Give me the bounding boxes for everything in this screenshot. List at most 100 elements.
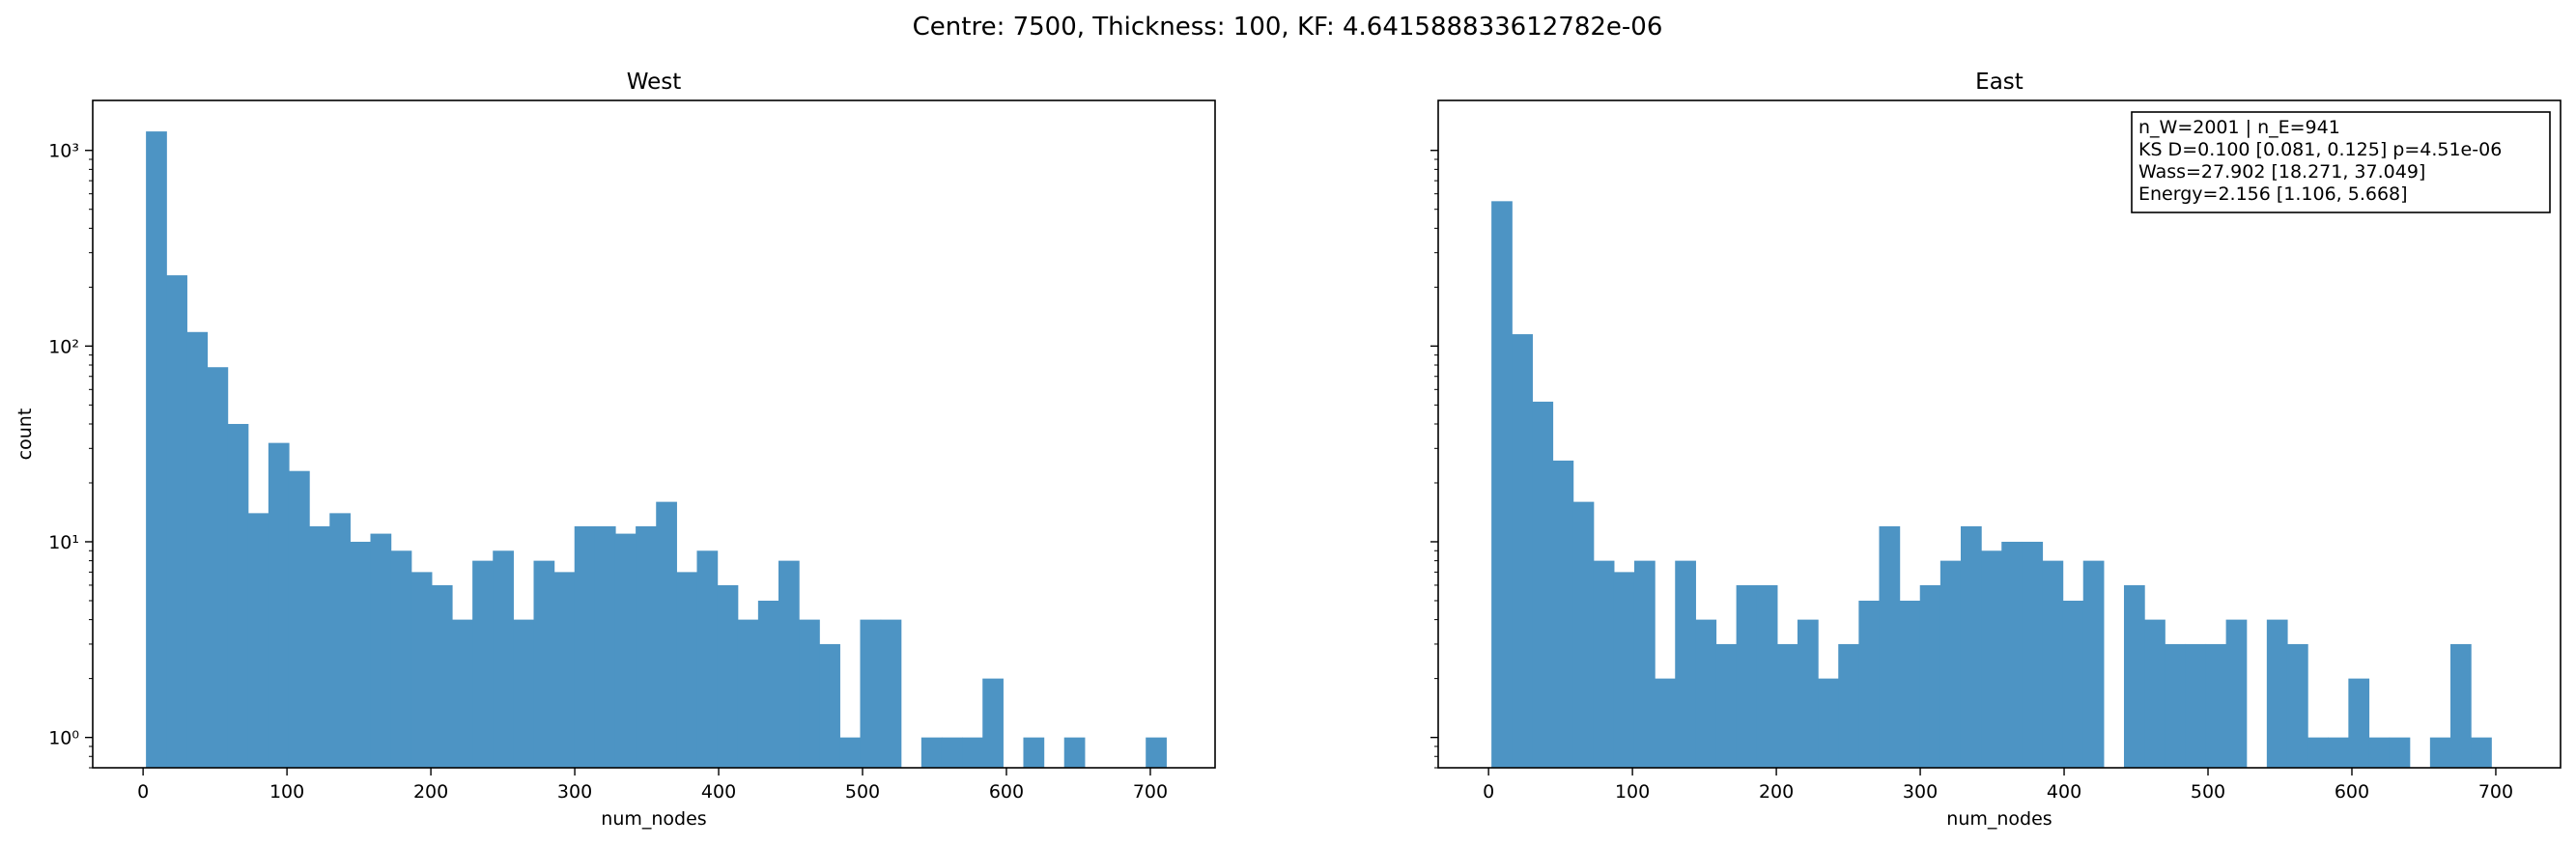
histogram-bar <box>1695 619 1717 768</box>
stats-annotation-box <box>2131 111 2551 213</box>
x-tick-label: 400 <box>701 781 736 803</box>
x-tick-label: 100 <box>1615 781 1650 803</box>
histogram-bar <box>513 619 535 768</box>
figure-title: Centre: 7500, Thickness: 100, KF: 4.6415… <box>913 13 1663 42</box>
histogram-bar <box>493 550 514 768</box>
histogram-bar <box>2266 619 2288 768</box>
histogram-bar <box>410 572 433 768</box>
histogram-bar <box>1512 334 1533 768</box>
histogram-bar <box>1736 584 1758 768</box>
histogram-bar <box>1818 678 1839 768</box>
histogram-bar <box>636 525 657 768</box>
histogram-bar <box>166 275 187 768</box>
x-axis-label: num_nodes <box>601 808 706 830</box>
histogram-bar <box>2144 619 2166 768</box>
histogram-bar <box>309 525 330 768</box>
histogram-bar <box>1715 643 1738 768</box>
x-tick-label: 700 <box>1133 781 1168 803</box>
histogram-bar <box>288 470 310 768</box>
histogram-bar <box>1879 525 1901 768</box>
histogram-bar <box>717 584 739 768</box>
x-tick-label: 200 <box>413 781 448 803</box>
histogram-bar <box>390 550 412 768</box>
histogram-bar <box>2389 737 2411 768</box>
histogram-bar <box>799 619 820 768</box>
histogram-bar <box>2286 643 2308 768</box>
histogram-bar <box>2001 541 2023 768</box>
stats-annotation-line: n_W=2001 | n_E=941 <box>2138 117 2340 138</box>
histogram-bar <box>839 737 862 768</box>
y-tick-label: 10² <box>48 336 79 357</box>
histogram-bar <box>778 560 800 768</box>
histogram-bar <box>207 367 229 768</box>
x-tick-label: 300 <box>557 781 592 803</box>
stats-annotation-line: KS D=0.100 [0.081, 0.125] p=4.51e-06 <box>2138 139 2502 160</box>
histogram-bar <box>1776 643 1798 768</box>
west-panel: 0 100 200 300 400 500 600 700 10⁰ 10¹ 10² 10³ West nu… <box>14 70 1216 830</box>
histogram-bar <box>1063 737 1086 768</box>
x-axis-label: num_nodes <box>1946 808 2052 830</box>
histogram-bar <box>1633 560 1656 768</box>
histogram-bar <box>2429 737 2451 768</box>
x-tick-label: 700 <box>2478 781 2513 803</box>
histogram-bar <box>1532 401 1554 768</box>
panel-title: West <box>627 70 682 95</box>
x-tick-label: 600 <box>989 781 1024 803</box>
histogram-bar <box>1655 678 1676 768</box>
x-tick-label: 200 <box>1759 781 1794 803</box>
histogram-bar <box>2185 643 2207 768</box>
histogram-bar <box>329 513 351 768</box>
x-tick-label: 0 <box>1483 781 1494 803</box>
histogram-bar <box>1572 501 1595 768</box>
histogram-bar <box>431 584 453 768</box>
x-tick-label: 500 <box>2191 781 2225 803</box>
histogram-bar <box>1613 572 1635 768</box>
x-tick-label: 600 <box>2335 781 2369 803</box>
histogram-bar <box>2307 737 2329 768</box>
histogram-bar <box>186 331 209 768</box>
histogram-bar <box>982 678 1004 768</box>
histogram-bar <box>2348 678 2370 768</box>
histogram-bar <box>2205 643 2227 768</box>
x-tick-label: 0 <box>137 781 149 803</box>
histogram-bar <box>1675 560 1696 768</box>
axes-frame <box>1437 99 2562 769</box>
histogram-bar <box>533 560 555 768</box>
histogram-bar <box>472 560 494 768</box>
histogram-bar <box>614 533 637 768</box>
histogram-bar <box>1939 560 1962 768</box>
histogram-bar <box>1858 600 1881 768</box>
histogram-bar <box>1960 525 1982 768</box>
histogram-bar <box>2225 619 2248 768</box>
histogram-bar <box>370 533 392 768</box>
histogram-bar <box>2449 643 2472 768</box>
histogram-bar <box>1981 550 2002 768</box>
histogram-bar <box>1023 737 1045 768</box>
histogram-bar <box>146 131 167 769</box>
x-tick-label: 500 <box>845 781 880 803</box>
histogram-bar <box>696 550 719 768</box>
histogram-bar <box>1899 600 1921 768</box>
histogram-bar <box>2042 560 2064 768</box>
histogram-bar <box>819 643 840 768</box>
histogram-bar <box>2123 584 2145 768</box>
histogram-bar <box>737 619 759 768</box>
east-panel: 0 100 200 300 400 500 600 700 East num_nodes n_W=2… <box>1430 70 2562 830</box>
histogram-bar <box>860 619 882 768</box>
histogram-bar <box>2471 737 2492 768</box>
histogram-bar <box>2062 600 2084 768</box>
histogram-bar <box>268 442 290 768</box>
histogram-bar <box>1552 460 1574 768</box>
histogram-bar <box>594 525 616 768</box>
histogram-bar <box>1797 619 1819 768</box>
histogram-bar <box>1491 201 1513 768</box>
histogram-bar <box>1593 560 1615 768</box>
histogram-bar <box>1838 643 1859 768</box>
histogram-bar <box>1919 584 1941 768</box>
histogram-bar <box>920 737 943 768</box>
histogram-bar <box>574 525 596 768</box>
histogram-bar <box>962 737 983 768</box>
x-tick-label: 300 <box>1903 781 1938 803</box>
y-tick-label: 10³ <box>48 141 79 162</box>
